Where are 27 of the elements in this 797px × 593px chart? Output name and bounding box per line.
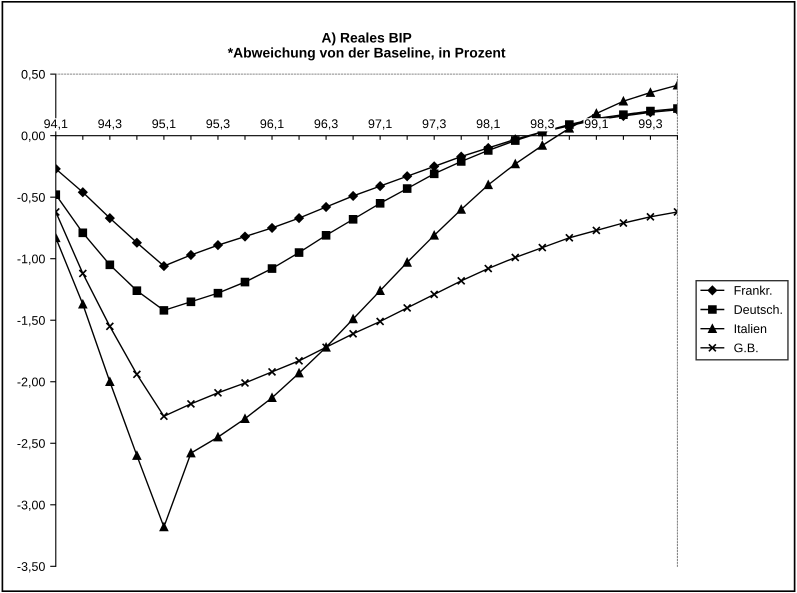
x-tick-label: 99,1 — [584, 119, 608, 130]
y-tick-label: -2,00 — [17, 378, 45, 388]
x-tick-label: 97,3 — [422, 119, 446, 130]
y-tick-label: -1,50 — [17, 316, 45, 326]
y-tick-label: -3,50 — [17, 562, 45, 572]
x-tick-label: 99,3 — [638, 119, 662, 130]
x-tick-label: 94,1 — [44, 119, 68, 130]
y-tick-label: -2,50 — [17, 439, 45, 450]
chart-subtitle: *Abweichung von der Baseline, in Prozent — [228, 47, 506, 60]
legend-label: Italien — [734, 324, 766, 334]
y-tick-label: 0,00 — [22, 131, 45, 142]
y-tick-label: -1,00 — [17, 254, 45, 265]
y-tick-label: 0,50 — [22, 70, 45, 80]
y-tick-label: -3,00 — [17, 500, 45, 511]
x-tick-label: 98,1 — [476, 119, 500, 130]
legend-label: G.B. — [734, 343, 758, 352]
chart-title: A) Reales BIP — [322, 32, 412, 46]
y-tick-label: -0,50 — [17, 192, 45, 204]
x-tick-label: 98,3 — [530, 119, 554, 130]
x-tick-label: 96,3 — [314, 119, 338, 130]
legend-label: Frankr. — [734, 286, 772, 295]
x-tick-label: 95,3 — [206, 119, 230, 130]
x-tick-label: 94,3 — [98, 119, 122, 130]
x-tick-label: 95,1 — [152, 119, 176, 130]
legend-label: Deutsch. — [734, 304, 782, 314]
x-tick-label: 97,1 — [368, 119, 392, 130]
x-tick-label: 96,1 — [260, 119, 284, 130]
